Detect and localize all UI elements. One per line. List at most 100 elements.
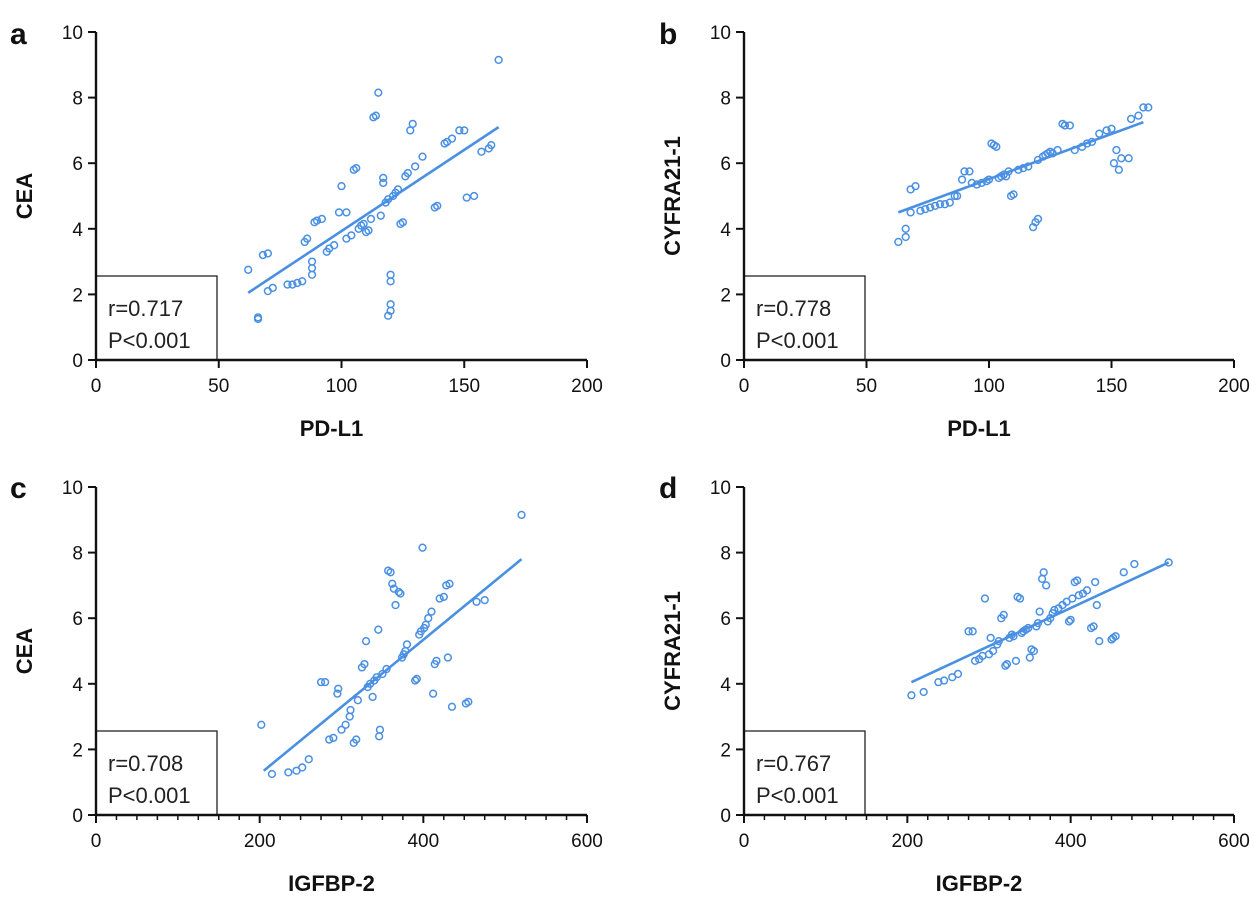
x-tick-label: 400 [1055,831,1087,852]
data-point [464,697,473,706]
data-point [386,277,395,286]
data-point [472,597,481,606]
data-point [352,163,361,173]
data-point [312,216,322,225]
y-tick-label: 8 [72,89,83,110]
data-point [907,691,916,700]
regression-line [897,120,1144,214]
y-tick-label: 4 [72,220,83,241]
y-axis-title: CYFRA21-1 [660,136,685,256]
data-point [411,162,420,171]
x-tick-label: 600 [1218,831,1250,852]
data-point [345,712,354,721]
data-point [919,687,928,697]
x-tick-label: 400 [407,831,439,852]
data-point [1109,159,1119,168]
data-point [945,198,954,207]
data-point [1050,605,1059,615]
data-point [921,204,930,214]
data-point [1091,577,1100,587]
y-tick-label: 8 [720,544,731,565]
data-point [253,313,263,322]
y-tick-label: 6 [72,609,83,630]
data-point [1164,558,1173,567]
data-point [366,214,376,224]
x-axis-title: PD-L1 [947,416,1011,441]
data-point [347,231,356,240]
x-tick-label: 0 [91,831,102,852]
y-tick-label: 2 [72,285,83,306]
data-point [427,607,436,616]
data-point [455,126,464,135]
data-point [293,278,302,288]
data-point [926,203,935,212]
data-point [517,510,526,520]
data-point [894,237,903,247]
data-point [1015,594,1025,603]
data-point [391,600,400,610]
data-point [334,684,343,693]
data-point [406,126,415,135]
data-point [1130,559,1139,569]
data-point [263,249,273,258]
data-point [480,596,489,605]
y-tick-label: 0 [72,806,83,827]
r-value-label: r=0.717 [108,296,183,321]
data-point [1144,103,1153,112]
data-point [379,178,388,188]
panel-letter: c [10,472,27,505]
data-point [1095,637,1104,646]
data-point [329,241,339,250]
data-point [940,200,950,209]
data-point [1082,586,1092,595]
data-point [394,587,403,597]
data-point [333,689,342,698]
data-point [980,594,990,603]
data-point [267,769,277,779]
y-tick-label: 10 [62,23,83,44]
data-point [1092,600,1101,610]
x-tick-label: 50 [856,376,877,397]
y-tick-label: 4 [720,675,731,696]
data-point [258,250,268,260]
r-value-label: r=0.767 [756,751,831,776]
data-points [257,510,526,779]
data-point [244,265,253,274]
data-point [371,111,381,120]
data-point [408,119,417,128]
panel-letter: d [659,472,677,505]
data-point [999,610,1008,620]
data-point [986,633,995,643]
data-point [353,696,363,705]
p-value-label: P<0.001 [756,328,839,353]
data-point [992,142,1001,151]
data-point [1029,646,1039,656]
data-point [386,270,395,279]
data-point [439,592,448,602]
data-point [1025,653,1034,662]
data-point [939,676,949,685]
data-point [284,768,293,777]
data-point [1068,594,1077,603]
r-value-label: r=0.778 [756,296,831,321]
x-axis-title: PD-L1 [300,416,364,441]
x-tick-label: 200 [571,376,603,397]
y-axis-title: CEA [12,628,37,675]
y-tick-label: 0 [72,351,83,372]
x-tick-label: 200 [891,831,923,852]
data-point [1033,214,1043,224]
data-point [412,674,421,684]
y-axis-title: CYFRA21-1 [660,591,685,711]
data-point [298,277,307,286]
data-point [337,725,346,734]
data-point [916,206,925,215]
x-tick-label: 0 [739,831,750,852]
data-point [1119,568,1128,577]
data-point [1037,574,1047,583]
x-tick-label: 100 [326,376,358,397]
data-point [960,167,969,176]
y-tick-label: 10 [62,478,83,499]
stat-box [743,275,866,361]
